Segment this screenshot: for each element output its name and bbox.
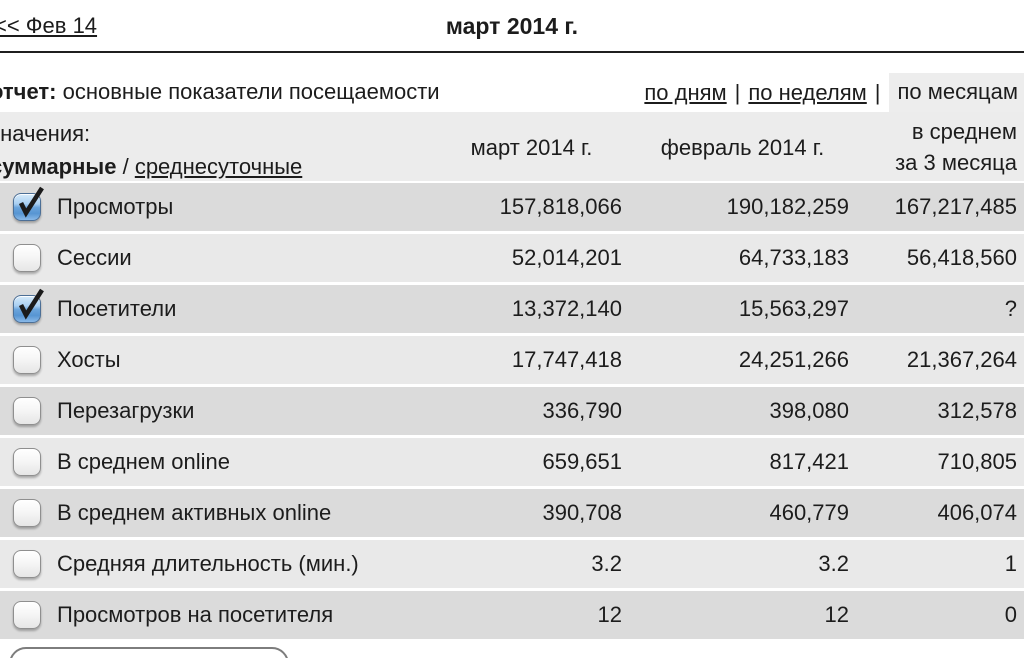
metric-value: ? <box>1004 296 1017 321</box>
metric-value: 3.2 <box>818 551 849 576</box>
column-header-march: март 2014 г. <box>470 134 593 160</box>
metric-value: 56,418,560 <box>906 245 1017 270</box>
table-row: Посетители 13,372,140 15,563,297 ? <box>0 285 1024 333</box>
metric-checkbox[interactable] <box>13 397 41 425</box>
table-row: Просмотры 157,818,066 190,182,259 167,21… <box>0 183 1024 231</box>
metric-value: 21,367,264 <box>906 347 1017 372</box>
metric-value: 13,372,140 <box>511 296 622 321</box>
values-mode-header: значения: суммарные / среднесуточные <box>0 112 434 183</box>
column-header-february: февраль 2014 г. <box>660 134 825 160</box>
metric-value: 157,818,066 <box>499 194 622 219</box>
view-separator: | <box>734 80 741 105</box>
metric-value: 406,074 <box>937 500 1017 525</box>
metric-label-cell: Просмотров на посетителя <box>0 601 434 629</box>
metric-label-cell: Средняя длительность (мин.) <box>0 550 434 578</box>
report-bar: отчет: основные показатели посещаемости … <box>0 52 1024 113</box>
view-by-months-link[interactable]: по месяцам <box>888 73 1024 113</box>
prev-month-link[interactable]: << Фев 14 <box>0 13 98 38</box>
column-header-average-line2: за 3 месяца <box>895 150 1017 175</box>
table-row: В среднем online 659,651 817,421 710,805 <box>0 438 1024 486</box>
metric-value: 17,747,418 <box>511 347 622 372</box>
mode-daily-average-link[interactable]: среднесуточные <box>134 154 303 179</box>
metric-label-cell: Сессии <box>0 244 434 272</box>
metric-value: 398,080 <box>769 398 849 423</box>
metric-value: 0 <box>1004 602 1017 627</box>
metric-label-cell: Просмотры <box>0 186 434 221</box>
metric-checkbox[interactable] <box>13 499 41 527</box>
checkmark-icon <box>18 288 44 320</box>
metric-value: 1 <box>1004 551 1017 576</box>
metric-label: Посетители <box>57 296 177 321</box>
metric-value: 190,182,259 <box>726 194 849 219</box>
metric-label: В среднем активных online <box>57 500 332 525</box>
metric-value: 460,779 <box>769 500 849 525</box>
metric-label-cell: В среднем активных online <box>0 499 434 527</box>
metric-value: 336,790 <box>542 398 622 423</box>
table-row: Средняя длительность (мин.) 3.2 3.2 1 <box>0 540 1024 588</box>
view-by-weeks-link[interactable]: по неделям <box>748 80 867 105</box>
header-divider <box>0 51 1024 53</box>
report-title: отчет: основные показатели посещаемости <box>0 79 440 105</box>
table-header: значения: суммарные / среднесуточные мар… <box>0 112 1024 181</box>
metric-checkbox[interactable] <box>13 448 41 476</box>
report-label: отчет: <box>0 79 57 104</box>
metric-checkbox[interactable] <box>13 186 44 221</box>
metric-label-cell: Хосты <box>0 346 434 374</box>
column-header-average-line1: в среднем <box>911 119 1017 144</box>
metric-value: 3.2 <box>591 551 622 576</box>
metric-value: 12 <box>824 602 849 627</box>
metric-value: 390,708 <box>542 500 622 525</box>
metric-value: 312,578 <box>937 398 1017 423</box>
metric-value: 15,563,297 <box>738 296 849 321</box>
metric-value: 24,251,266 <box>738 347 849 372</box>
metric-label-cell: Посетители <box>0 288 434 323</box>
metric-label-cell: Перезагрузки <box>0 397 434 425</box>
metric-checkbox[interactable] <box>13 550 41 578</box>
table-row: Перезагрузки 336,790 398,080 312,578 <box>0 387 1024 435</box>
metric-value: 659,651 <box>542 449 622 474</box>
metric-label: Перезагрузки <box>57 398 195 423</box>
metric-checkbox[interactable] <box>13 244 41 272</box>
mode-separator: / <box>122 154 129 179</box>
page-title: март 2014 г. <box>445 13 579 39</box>
metric-value: 710,805 <box>937 449 1017 474</box>
metric-value: 167,217,485 <box>894 194 1017 219</box>
metric-label: Сессии <box>57 245 132 270</box>
metric-checkbox[interactable] <box>13 601 41 629</box>
metric-value: 52,014,201 <box>511 245 622 270</box>
mode-summary-label: суммарные <box>0 154 117 179</box>
view-by-days-link[interactable]: по дням <box>644 80 727 105</box>
metric-label: Хосты <box>57 347 121 372</box>
month-navigation-bar: << Фев 14 март 2014 г. <box>0 0 1024 51</box>
metric-checkbox[interactable] <box>13 288 44 323</box>
table-row: Просмотров на посетителя 12 12 0 <box>0 591 1024 639</box>
metric-value: 64,733,183 <box>738 245 849 270</box>
report-name: основные показатели посещаемости <box>62 79 440 104</box>
table-row: В среднем активных online 390,708 460,77… <box>0 489 1024 537</box>
metric-label: Просмотров на посетителя <box>57 602 334 627</box>
checkmark-icon <box>18 186 44 218</box>
metric-label: Просмотры <box>57 194 174 219</box>
view-switcher: по дням | по неделям | по месяцам <box>644 73 1024 113</box>
bottom-action-button[interactable] <box>9 647 289 658</box>
metric-checkbox[interactable] <box>13 346 41 374</box>
metrics-rows: Просмотры 157,818,066 190,182,259 167,21… <box>0 183 1024 642</box>
metric-label-cell: В среднем online <box>0 448 434 476</box>
metric-value: 817,421 <box>769 449 849 474</box>
values-label: значения: <box>0 121 91 146</box>
column-header-average: в среднем за 3 месяца <box>856 112 1024 183</box>
table-row: Хосты 17,747,418 24,251,266 21,367,264 <box>0 336 1024 384</box>
view-separator: | <box>874 80 881 105</box>
metric-value: 12 <box>597 602 622 627</box>
metric-label: Средняя длительность (мин.) <box>57 551 359 576</box>
metric-label: В среднем online <box>57 449 230 474</box>
table-row: Сессии 52,014,201 64,733,183 56,418,560 <box>0 234 1024 282</box>
